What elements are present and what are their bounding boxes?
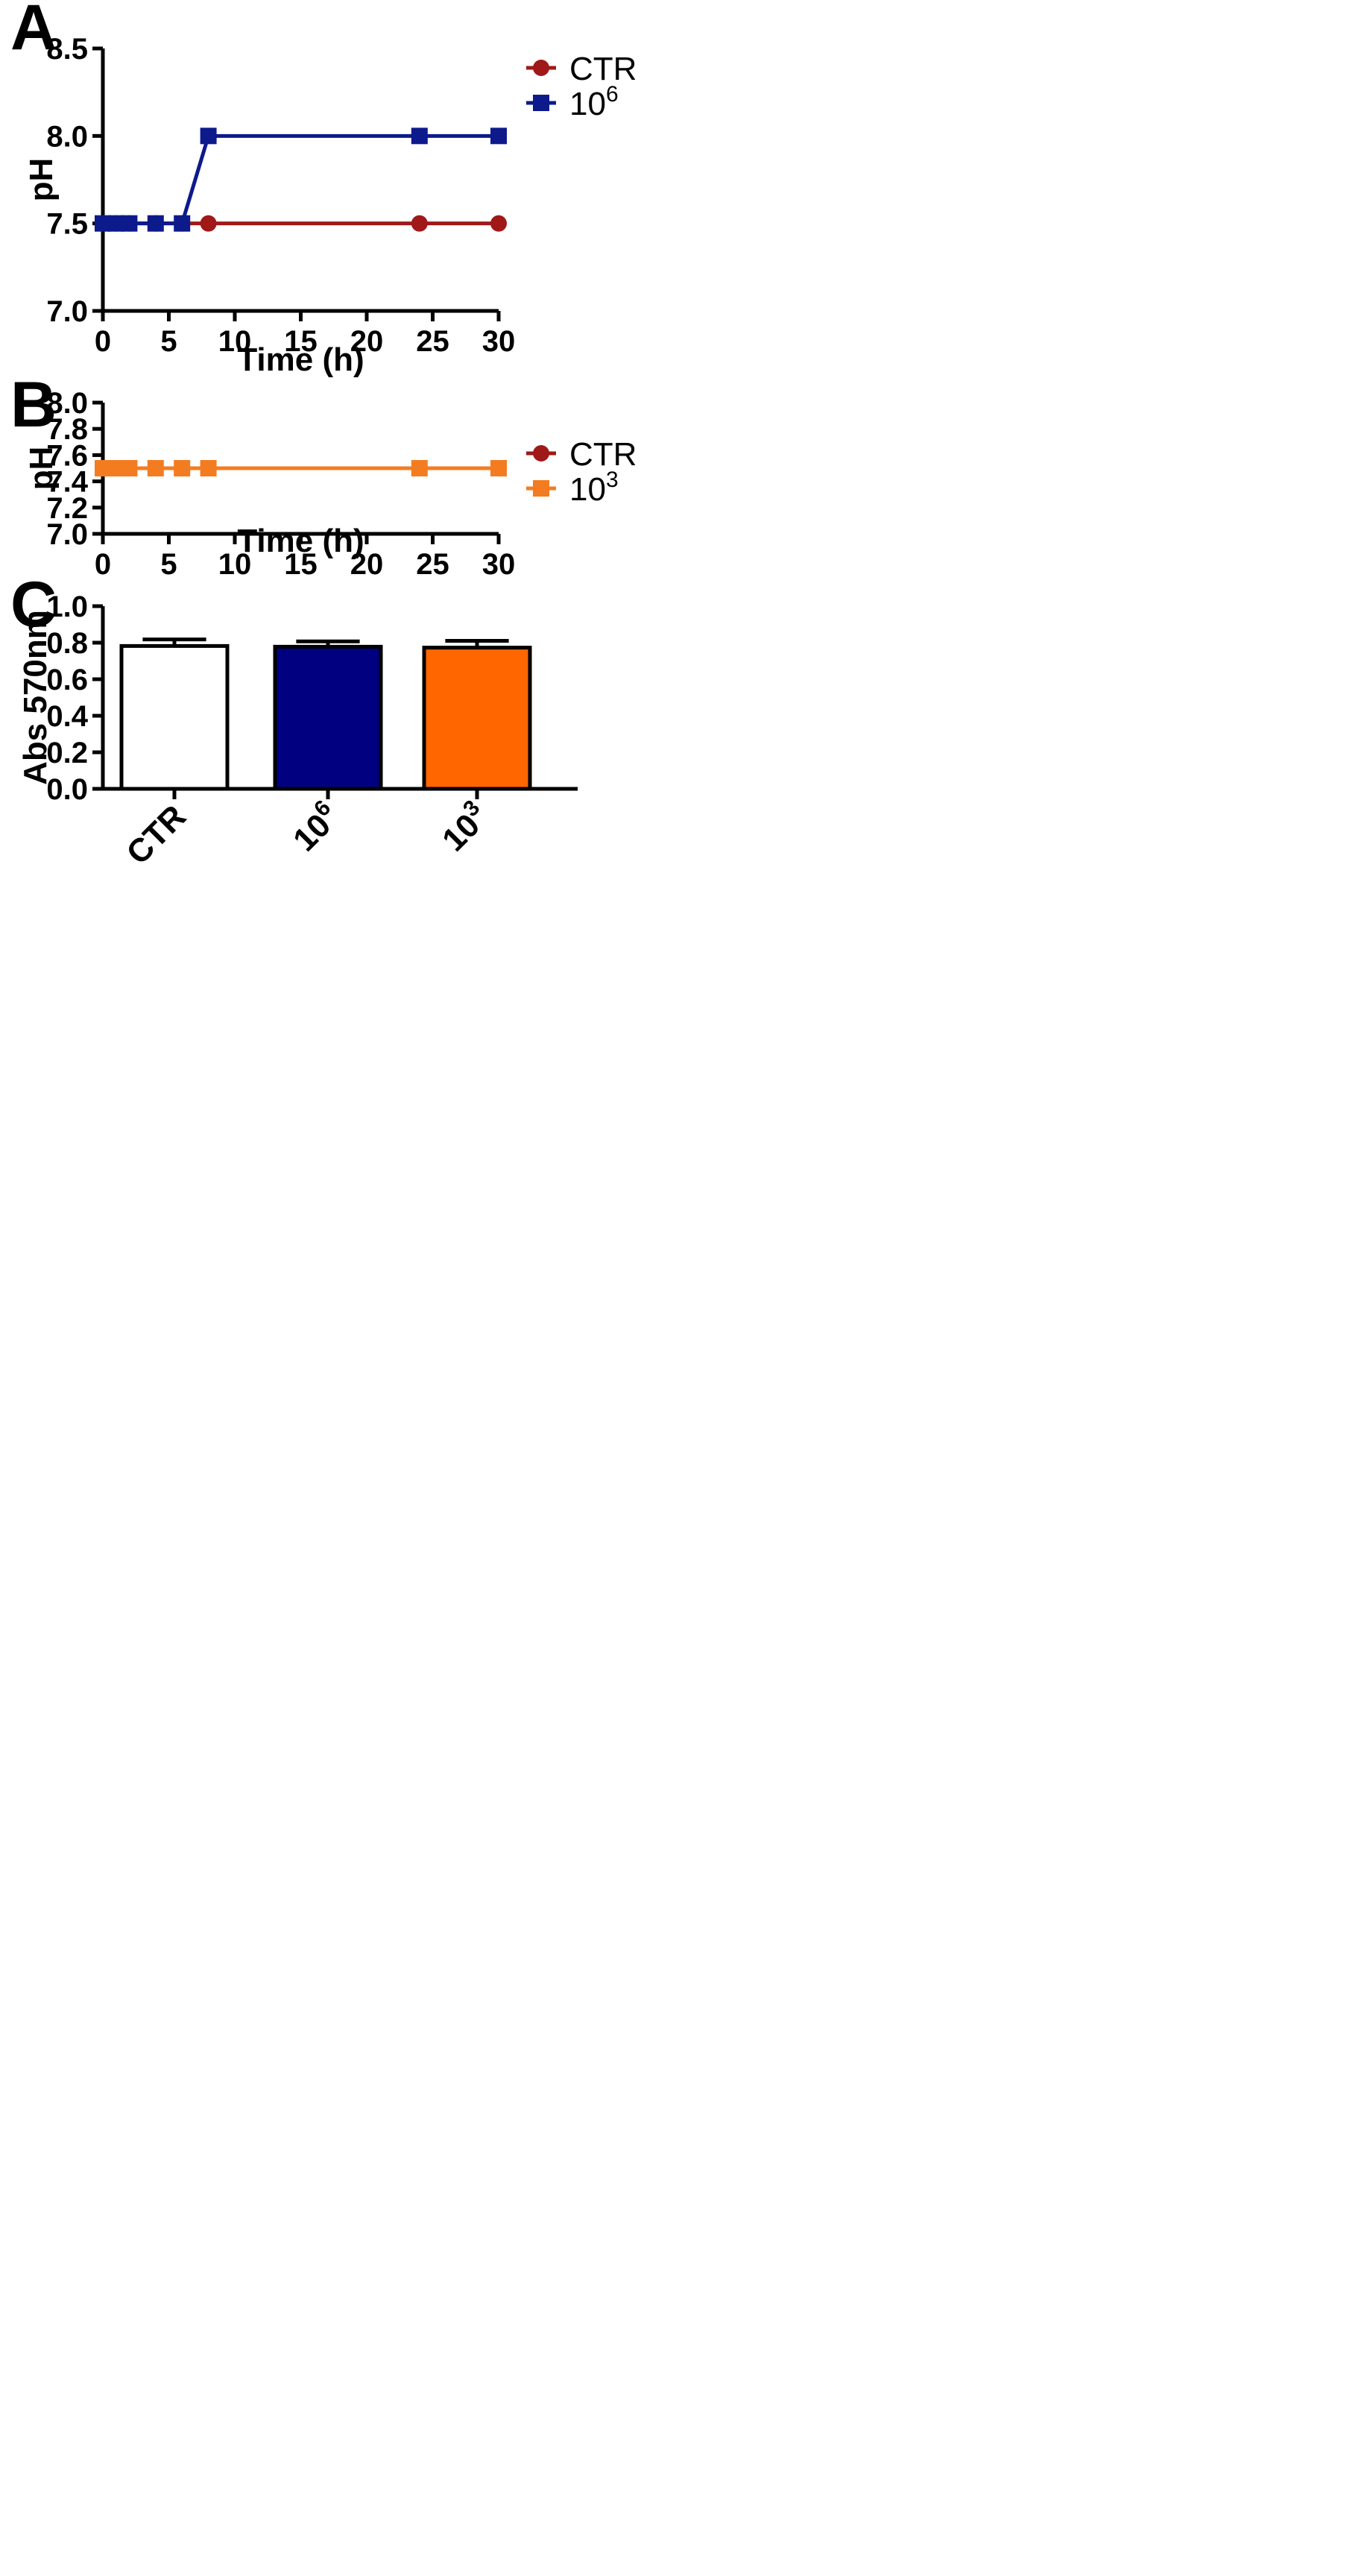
x-tick-label: 30 (482, 548, 516, 581)
x-tick-label: 106 (284, 796, 347, 859)
data-point (490, 127, 507, 145)
bar-group (273, 639, 383, 791)
data-point (95, 215, 111, 232)
x-tick-label: 10 (218, 325, 252, 358)
data-point (200, 215, 217, 232)
x-tick-label: CTR (119, 798, 193, 872)
x-tick-label: 103 (433, 796, 496, 859)
y-tick-label: 0.6 (46, 664, 88, 696)
data-point (200, 460, 217, 476)
data-point (174, 215, 191, 232)
x-tick-label: 25 (416, 325, 449, 358)
data-point (107, 215, 124, 232)
data-point (411, 127, 428, 145)
legend-item: 106 (526, 82, 619, 122)
legend-label: 103 (569, 467, 619, 508)
series-1 (95, 127, 507, 232)
data-point (107, 460, 124, 476)
bar-group (119, 637, 230, 791)
y-tick-label: 0.4 (46, 700, 88, 733)
x-tick-label: 25 (416, 548, 449, 581)
x-tick-label: 15 (284, 325, 318, 358)
legend-item: CTR (526, 436, 637, 473)
x-axis-label: Time (h) (237, 523, 364, 559)
data-point (147, 215, 164, 232)
y-tick-label: 0.0 (46, 773, 88, 806)
x-tick-label: 0 (95, 325, 111, 358)
x-tick-label: 20 (350, 325, 384, 358)
y-tick-label: 7.2 (46, 492, 88, 525)
legend-item: CTR (526, 51, 637, 87)
x-tick-label: 10 (218, 548, 252, 581)
y-tick-label: 1.0 (46, 591, 88, 623)
data-point (147, 460, 164, 476)
legend-marker (533, 60, 549, 76)
x-tick-label: 30 (482, 325, 516, 358)
y-tick-label: 7.0 (46, 518, 88, 551)
y-tick-label: 7.6 (46, 439, 88, 472)
panel-label: C (10, 569, 57, 640)
data-point (200, 127, 217, 145)
data-point (490, 215, 507, 232)
y-tick-label: 0.8 (46, 627, 88, 660)
legend-marker (533, 445, 549, 462)
bar (273, 644, 383, 791)
y-axis-label: pH (23, 158, 60, 202)
y-tick-label: 8.0 (46, 387, 88, 420)
y-axis-label: Abs 570nm (17, 610, 54, 785)
legend-marker (533, 480, 549, 497)
bar (422, 646, 532, 791)
x-tick-label: 5 (160, 548, 177, 581)
y-tick-label: 7.8 (46, 413, 88, 446)
series-1 (95, 460, 507, 476)
data-point (174, 460, 191, 476)
x-tick-label: 0 (95, 548, 111, 581)
panel-label: B (10, 369, 57, 441)
y-tick-label: 7.4 (46, 466, 88, 499)
bar-group (422, 639, 532, 791)
legend-label: 106 (569, 82, 619, 122)
data-point (411, 460, 428, 476)
legend-marker (533, 95, 549, 111)
x-axis-label: Time (h) (237, 341, 364, 378)
panel-b: B 7.07.27.47.67.88.0 0 5 10 15 20 25 30 Time (h) p… (10, 369, 637, 581)
x-tick-label: 5 (160, 325, 177, 358)
data-point (121, 215, 138, 232)
y-axis-label: pH (23, 447, 60, 491)
data-point (490, 460, 507, 476)
data-point (411, 215, 428, 232)
legend-item: 103 (526, 467, 619, 508)
y-tick-label: 0.2 (46, 737, 88, 769)
x-tick-label: 20 (350, 548, 384, 581)
panel-a: A 7.0 7.5 8.0 8.5 0 5 10 15 20 25 30 Time (h) pH CTR10… (10, 0, 637, 378)
data-point (121, 460, 138, 476)
y-tick-label: 8.0 (46, 120, 88, 153)
legend-label: CTR (569, 51, 637, 87)
y-tick-label: 8.5 (46, 33, 88, 66)
y-tick-label: 7.5 (46, 208, 88, 241)
x-tick-label: 15 (284, 548, 318, 581)
panel-label: A (10, 0, 57, 63)
series-line (103, 133, 499, 226)
legend-label: CTR (569, 436, 637, 473)
data-point (95, 460, 111, 476)
y-tick-label: 7.0 (46, 295, 88, 328)
bar (119, 643, 230, 791)
